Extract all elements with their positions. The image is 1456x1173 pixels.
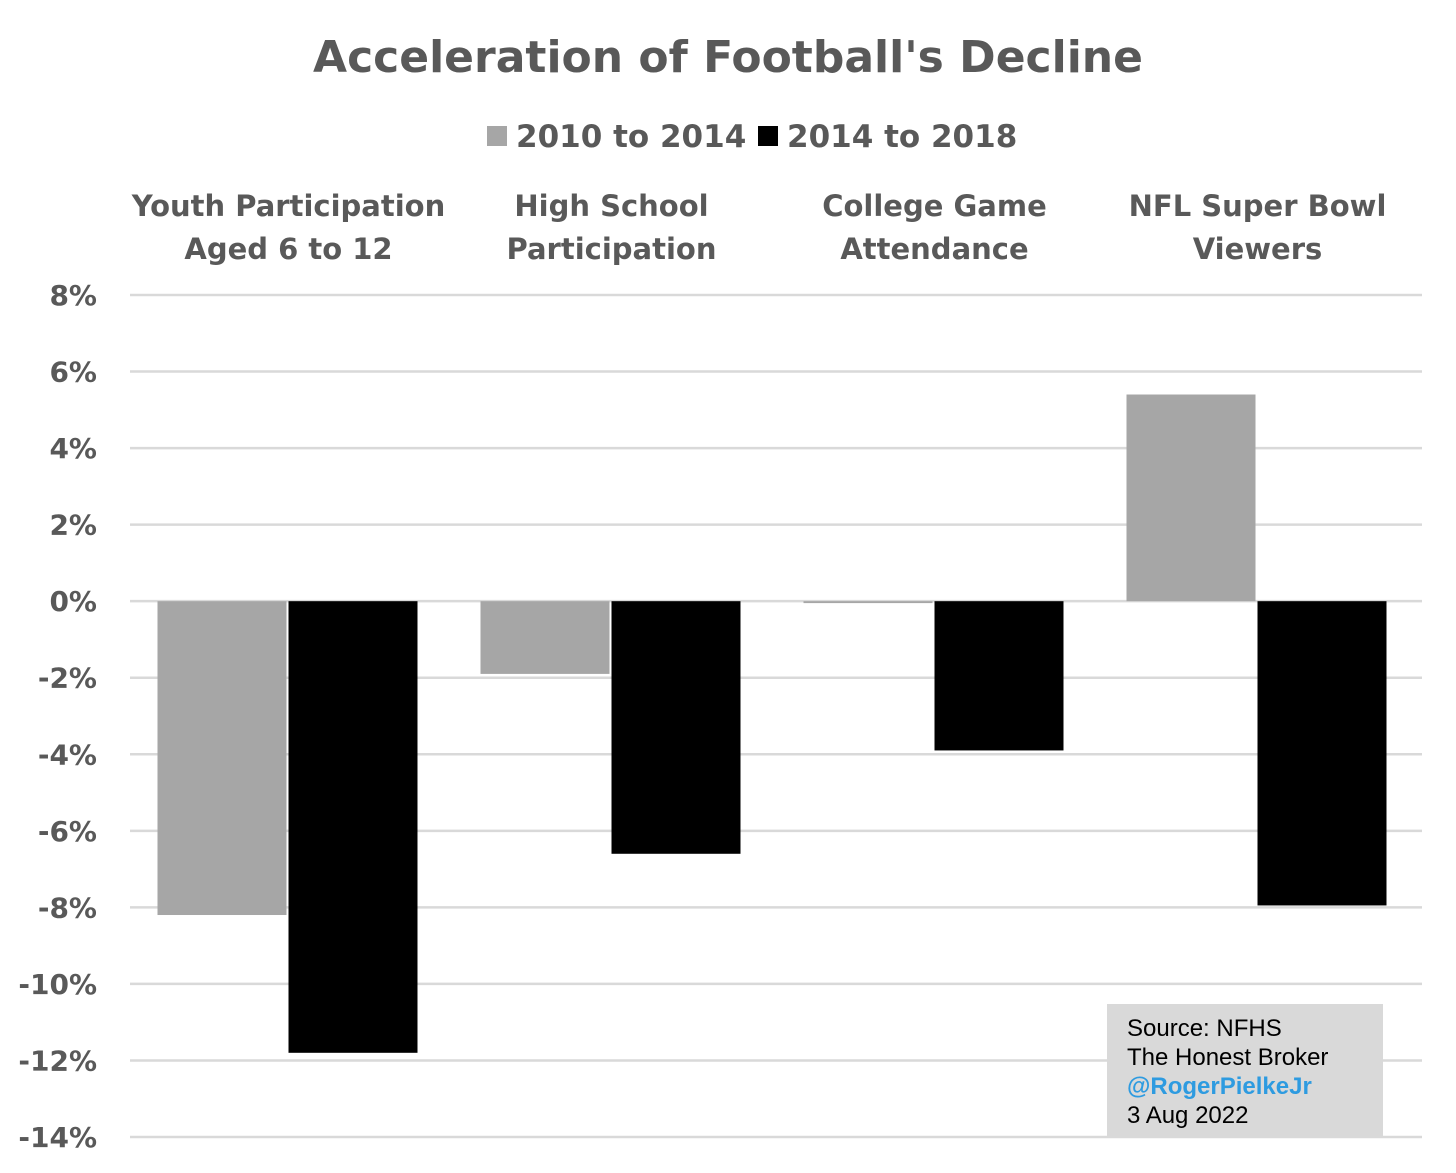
y-tick-label: -14% bbox=[18, 1121, 97, 1154]
y-tick-label: 4% bbox=[49, 432, 97, 465]
bar bbox=[803, 601, 933, 604]
chart-title: Acceleration of Football's Decline bbox=[313, 32, 1143, 83]
bar bbox=[611, 601, 741, 854]
bar bbox=[934, 601, 1064, 751]
category-label: NFL Super Bowl bbox=[1129, 189, 1387, 223]
bar bbox=[480, 601, 610, 674]
category-label: College Game bbox=[822, 189, 1047, 223]
y-tick-label: -12% bbox=[18, 1044, 97, 1077]
twitter-handle: @RogerPielkeJr bbox=[1127, 1073, 1312, 1100]
source-annotation-box: Source: NFHS The Honest Broker @RogerPie… bbox=[1107, 1004, 1383, 1136]
y-tick-label: 0% bbox=[49, 585, 97, 618]
y-tick-label: -10% bbox=[18, 968, 97, 1001]
y-tick-label: -6% bbox=[38, 815, 97, 848]
category-label: Viewers bbox=[1193, 232, 1323, 266]
y-tick-label: 2% bbox=[49, 509, 97, 542]
y-axis-tick-labels: 8% 6% 4% 2% 0% -2% -4% -6% -8% -10% -12% -14% bbox=[18, 279, 97, 1154]
legend-label: 2014 to 2018 bbox=[787, 119, 1017, 155]
legend-label: 2010 to 2014 bbox=[516, 119, 746, 155]
y-tick-label: -2% bbox=[38, 662, 97, 695]
legend-swatch bbox=[758, 126, 778, 146]
category-label: Youth Participation bbox=[131, 189, 446, 223]
category-label: Aged 6 to 12 bbox=[184, 232, 392, 266]
bar bbox=[1257, 601, 1387, 906]
legend-swatch bbox=[487, 126, 507, 146]
legend: 2010 to 2014 2014 to 2018 bbox=[487, 119, 1017, 155]
y-tick-label: 8% bbox=[49, 279, 97, 312]
category-label: Participation bbox=[507, 232, 717, 266]
bar bbox=[288, 601, 418, 1053]
category-labels: Youth Participation Aged 6 to 12 High Scho… bbox=[131, 189, 1387, 266]
category-label: High School bbox=[514, 189, 708, 223]
bars bbox=[157, 394, 1387, 1053]
y-tick-label: -4% bbox=[38, 738, 97, 771]
bar bbox=[157, 601, 287, 916]
bar bbox=[1126, 394, 1256, 602]
y-tick-label: 6% bbox=[49, 356, 97, 389]
publisher-line: The Honest Broker bbox=[1127, 1044, 1329, 1071]
date-line: 3 Aug 2022 bbox=[1127, 1102, 1249, 1129]
y-tick-label: -8% bbox=[38, 891, 97, 924]
source-line: Source: NFHS bbox=[1127, 1015, 1282, 1042]
category-label: Attendance bbox=[840, 232, 1028, 266]
